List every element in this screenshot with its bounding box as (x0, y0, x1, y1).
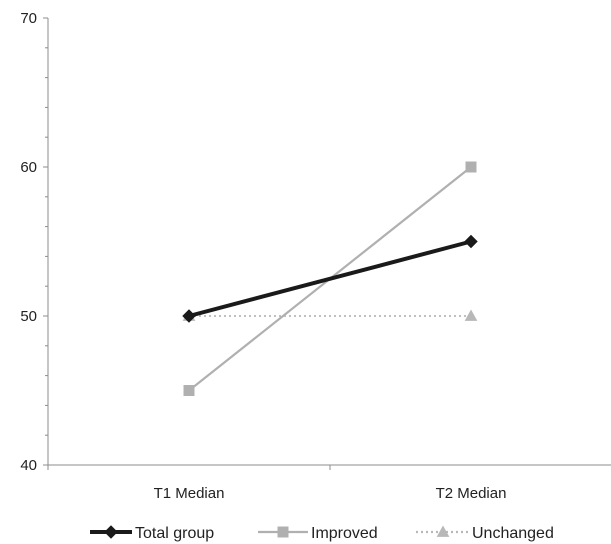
y-tick-label: 40 (20, 457, 37, 474)
series-total-group (182, 234, 478, 323)
legend-marker (277, 526, 289, 538)
data-point (182, 309, 196, 323)
x-tick-label: T1 Median (154, 485, 225, 502)
data-point (464, 234, 478, 249)
legend: Total group Improved Unchanged (90, 525, 554, 542)
y-tick-label: 70 (20, 10, 37, 27)
data-point (183, 385, 195, 396)
x-tick-label: T2 Median (436, 485, 507, 502)
legend-label: Total group (135, 525, 214, 542)
legend-marker (104, 525, 118, 539)
legend-item: Unchanged (416, 525, 554, 542)
legend-label: Improved (311, 525, 378, 542)
y-tick-label: 60 (20, 159, 37, 176)
legend-item: Improved (258, 525, 378, 542)
series-line (188, 239, 472, 318)
legend-item: Total group (90, 525, 214, 542)
axes: 40 50 60 70 T1 Median T2 Median (20, 10, 611, 502)
legend-marker (436, 525, 450, 537)
legend-label: Unchanged (472, 525, 554, 542)
series-layer (182, 161, 478, 396)
data-point (464, 309, 478, 321)
data-point (465, 161, 477, 173)
series-unchanged (182, 309, 478, 321)
y-tick-label: 50 (20, 308, 37, 325)
